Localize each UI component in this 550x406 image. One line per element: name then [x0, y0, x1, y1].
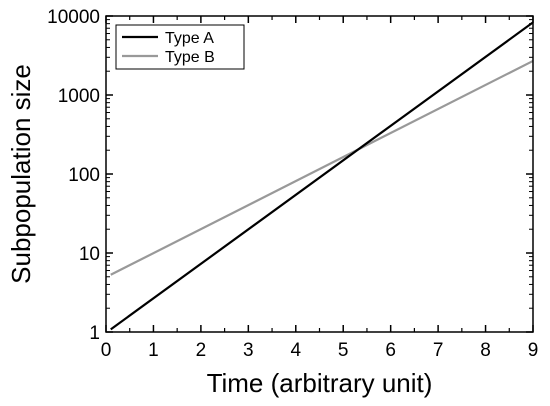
x-tick-label: 9 — [528, 340, 539, 361]
x-tick-label: 8 — [480, 340, 491, 361]
legend-label-type-b: Type B — [165, 49, 215, 66]
data-layer — [110, 21, 534, 331]
series-line-type-a — [110, 21, 534, 331]
legend: Type A Type B — [115, 24, 245, 70]
series-line-type-b — [110, 59, 534, 276]
x-axis-title: Time (arbitrary unit) — [207, 368, 433, 398]
x-tick-label: 7 — [433, 340, 444, 361]
x-tick-label: 4 — [290, 340, 301, 361]
legend-box — [115, 24, 245, 70]
y-tick-label: 100 — [68, 165, 100, 186]
y-axis-title: Subpopulation size — [6, 64, 36, 284]
y-tick-label: 1000 — [58, 86, 100, 107]
x-tick-label: 1 — [148, 340, 159, 361]
y-tick-label: 10 — [79, 244, 100, 265]
x-tick-label: 6 — [385, 340, 396, 361]
legend-label-type-a: Type A — [165, 30, 214, 47]
y-tick-label: 1 — [89, 323, 100, 344]
x-tick-label: 0 — [101, 340, 112, 361]
x-tick-label: 3 — [243, 340, 254, 361]
x-tick-label: 5 — [338, 340, 349, 361]
x-tick-label: 2 — [196, 340, 207, 361]
plot-frame — [105, 15, 534, 333]
y-tick-label: 10000 — [47, 7, 100, 28]
